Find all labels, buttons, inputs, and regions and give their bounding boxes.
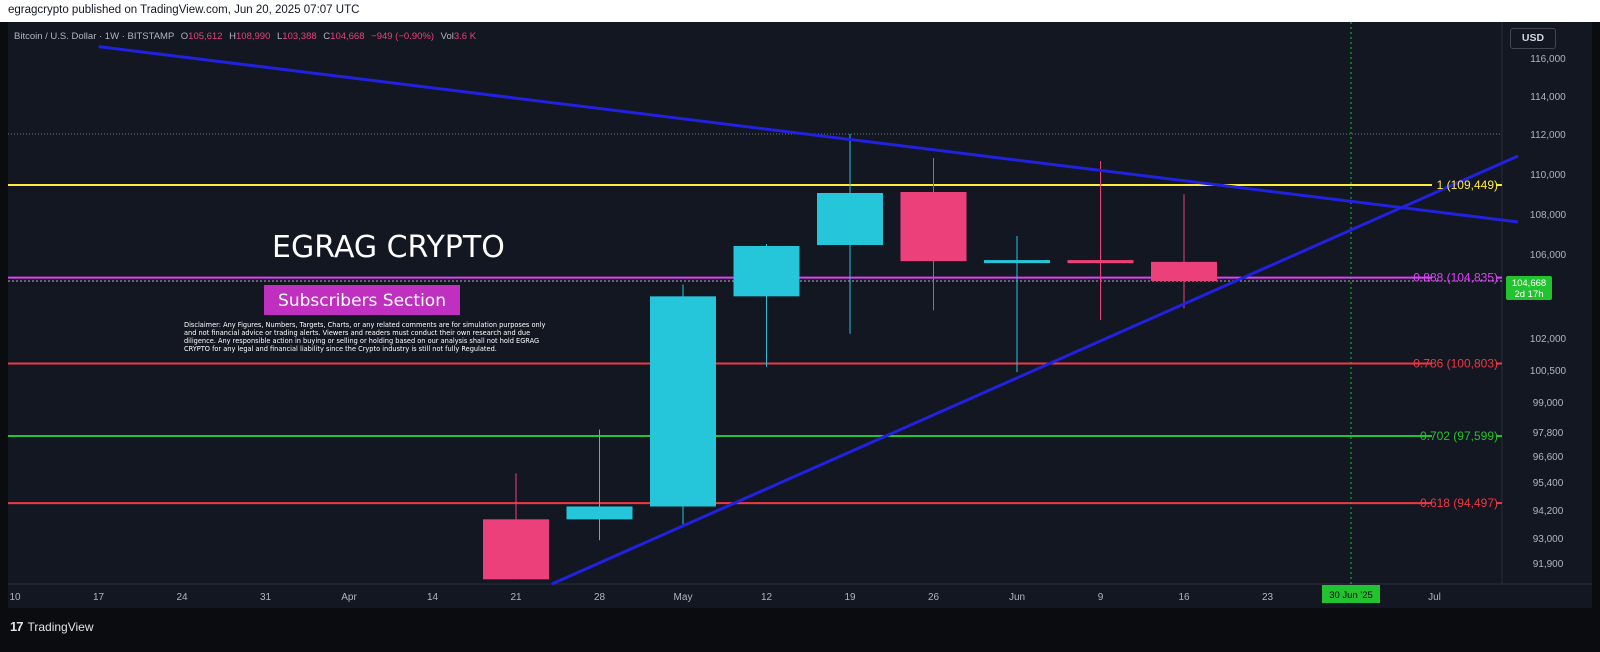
trendlines[interactable] [98, 45, 1519, 586]
chart-svg[interactable]: 116,000 114,000 112,000 110,000 108,000 106,0… [8, 22, 1592, 608]
candle[interactable] [650, 284, 716, 527]
legend-symbol: Bitcoin / U.S. Dollar · 1W · BITSTAMP [14, 31, 174, 42]
candle[interactable] [984, 236, 1050, 373]
fib-level-labels: 1 (109,449) 0.888 (104,835) 0.786 (100,803… [1413, 178, 1498, 510]
current-price-tag [1506, 276, 1552, 300]
legend-change: −949 (−0.90%) [371, 31, 434, 42]
date-marker-label: 30 Jun '25 [1329, 590, 1373, 601]
price-tick-label: 106,000 [1530, 250, 1567, 261]
time-tick-label: 12 [761, 592, 773, 603]
price-tick-label: 112,000 [1530, 130, 1566, 141]
legend-vol-label: Vol [441, 31, 454, 42]
time-axis[interactable]: 10 17 24 31 Apr 14 21 28 May 12 19 26 Jun 9 16 23 Jul [9, 592, 1440, 603]
current-price-countdown: 2d 17h [1514, 289, 1543, 300]
legend-open: 105,612 [188, 31, 222, 42]
fib-level-label: 0.786 (100,803) [1413, 357, 1498, 371]
tradingview-brand: TradingView [27, 619, 94, 634]
time-tick-label: May [674, 592, 693, 603]
time-tick-label: 23 [1262, 592, 1274, 603]
trendline[interactable] [98, 45, 1519, 224]
legend-low: 103,388 [282, 31, 316, 42]
disclaimer-line: and not financial advice or trading aler… [184, 329, 530, 337]
candle[interactable] [566, 429, 633, 541]
chart-area[interactable]: 116,000 114,000 112,000 110,000 108,000 106,0… [8, 22, 1592, 608]
candles[interactable] [483, 134, 1217, 580]
time-tick-label: 21 [510, 592, 522, 603]
price-tick-label: 99,000 [1533, 398, 1564, 409]
candle-body [817, 193, 883, 245]
candle-body [1067, 260, 1134, 264]
disclaimer: Disclaimer: Any Figures, Numbers, Target… [184, 321, 548, 353]
fib-level-label: 1 (109,449) [1437, 178, 1498, 192]
overlay-title: EGRAG CRYPTO [272, 230, 505, 265]
price-tick-label: 102,000 [1530, 334, 1567, 345]
legend-low-label: L [277, 31, 282, 42]
date-marker-tag [1322, 585, 1380, 603]
legend-line: Bitcoin / U.S. Dollar · 1W · BITSTAMP O1… [14, 31, 477, 42]
legend-close-label: C [323, 31, 330, 42]
legend-high: 108,990 [236, 31, 270, 42]
legend-vol: 3.6 K [454, 31, 477, 42]
price-tick-label: 116,000 [1530, 54, 1566, 65]
tradingview-logo-icon: 17 [10, 619, 24, 634]
candle-body [483, 519, 549, 580]
tradingview-logo[interactable]: 17 TradingView [10, 619, 94, 634]
legend-close: 104,668 [330, 31, 364, 42]
publication-text: egragcrypto published on TradingView.com… [8, 4, 360, 16]
price-tick-label: 114,000 [1530, 92, 1566, 103]
price-tick-label: 96,600 [1533, 452, 1564, 463]
time-tick-label: 31 [260, 592, 272, 603]
candle[interactable] [733, 244, 800, 367]
time-tick-label: 26 [928, 592, 940, 603]
time-tick-label: 9 [1098, 592, 1104, 603]
price-tick-label: 110,000 [1530, 170, 1566, 181]
currency-button[interactable]: USD [1510, 28, 1556, 49]
subscribers-badge-bg [264, 285, 460, 315]
price-tick-label: 100,500 [1530, 366, 1567, 377]
time-tick-label: 19 [844, 592, 856, 603]
time-tick-label: 16 [1178, 592, 1190, 603]
price-tick-label: 108,000 [1530, 210, 1567, 221]
trendline[interactable] [551, 154, 1519, 586]
time-tick-label: 10 [9, 592, 21, 603]
candle-body [650, 296, 716, 507]
time-tick-label: Jun [1009, 592, 1025, 603]
fib-levels [8, 133, 1502, 505]
fib-level-label: 0.618 (94,497) [1420, 496, 1498, 510]
fib-level-label: 0.888 (104,835) [1413, 271, 1498, 285]
subscribers-badge: Subscribers Section [278, 291, 446, 311]
price-tick-label: 97,800 [1533, 428, 1564, 439]
candle[interactable] [900, 158, 967, 311]
price-axis[interactable]: 116,000 114,000 112,000 110,000 108,000 106,0… [1530, 54, 1567, 570]
price-tick-label: 94,200 [1533, 506, 1564, 517]
time-tick-label: Apr [341, 592, 357, 603]
time-tick-label: 28 [594, 592, 606, 603]
time-tick-label: 24 [176, 592, 188, 603]
time-tick-label: Jul [1428, 592, 1441, 603]
chart-background [8, 22, 1592, 608]
time-tick-label: 17 [93, 592, 105, 603]
candle[interactable] [1067, 161, 1134, 320]
fib-level-label: 0.702 (97,599) [1420, 429, 1498, 443]
price-tick-label: 95,400 [1533, 478, 1564, 489]
current-price-value: 104,668 [1512, 278, 1546, 289]
candle-body [900, 192, 967, 262]
candle[interactable] [1151, 194, 1217, 309]
time-tick-label: 14 [427, 592, 439, 603]
publication-header: egragcrypto published on TradingView.com… [0, 0, 1600, 22]
candle[interactable] [817, 134, 883, 334]
price-tick-label: 91,900 [1533, 559, 1564, 570]
candle-body [984, 260, 1050, 264]
disclaimer-line: CRYPTO for any legal and financial liabi… [184, 345, 497, 353]
disclaimer-line: Disclaimer: Any Figures, Numbers, Target… [184, 321, 545, 329]
candle-body [733, 246, 800, 297]
candle-body [1151, 261, 1217, 281]
legend-open-label: O [181, 31, 188, 42]
footer-bar [0, 612, 1600, 652]
legend-high-label: H [229, 31, 236, 42]
disclaimer-line: diligence. Any responsible action in buy… [184, 337, 539, 345]
candle-body [566, 506, 633, 520]
candle[interactable] [483, 473, 549, 580]
price-tick-label: 93,000 [1533, 534, 1564, 545]
